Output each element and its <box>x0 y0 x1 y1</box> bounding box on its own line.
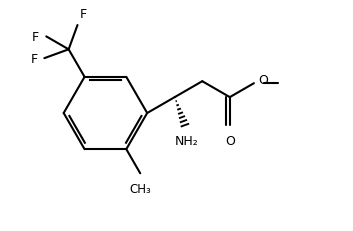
Text: O: O <box>258 73 268 86</box>
Text: O: O <box>225 134 235 147</box>
Text: F: F <box>79 8 86 21</box>
Text: F: F <box>30 52 37 65</box>
Text: NH₂: NH₂ <box>175 134 199 147</box>
Text: F: F <box>32 31 39 44</box>
Text: CH₃: CH₃ <box>129 182 151 195</box>
